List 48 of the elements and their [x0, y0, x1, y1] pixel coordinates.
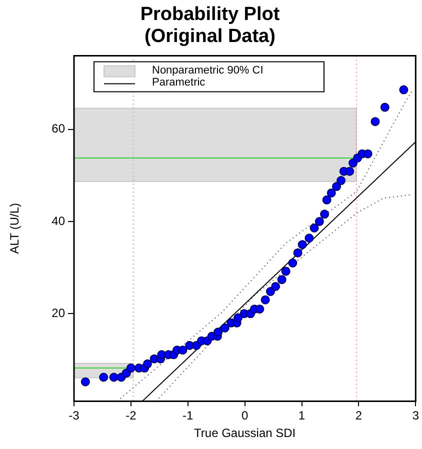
- point: [266, 287, 275, 296]
- point: [399, 85, 408, 94]
- point: [281, 266, 290, 276]
- point: [322, 195, 332, 204]
- point: [363, 149, 372, 158]
- point: [320, 210, 330, 219]
- point: [380, 102, 390, 112]
- point: [293, 248, 302, 258]
- x-tick-label: -1: [182, 408, 194, 423]
- point: [345, 166, 354, 176]
- point: [109, 372, 118, 382]
- point: [304, 234, 314, 243]
- x-tick-label: -3: [68, 408, 80, 423]
- point: [214, 328, 223, 337]
- point: [126, 364, 136, 373]
- chart-title: Probability Plot (Original Data): [140, 4, 280, 48]
- y-tick-label: 60: [52, 122, 66, 136]
- point: [314, 217, 324, 226]
- point: [234, 313, 242, 322]
- point: [142, 359, 152, 368]
- x-tick-label: -2: [126, 408, 137, 423]
- legend-label: Parametric: [152, 76, 206, 89]
- point: [260, 295, 270, 304]
- legend-label: Nonparametric 90% CI: [152, 64, 264, 77]
- x-tick-label: 1: [298, 408, 306, 423]
- point: [178, 346, 188, 355]
- point: [80, 377, 90, 386]
- y-tick-label: 40: [52, 214, 66, 228]
- point: [288, 258, 298, 268]
- point: [332, 182, 342, 192]
- point: [99, 372, 108, 382]
- x-tick-label: 2: [355, 408, 362, 423]
- x-tick-label: 0: [241, 408, 248, 423]
- point: [326, 188, 336, 198]
- point: [277, 275, 286, 284]
- point: [336, 176, 346, 186]
- point: [255, 304, 264, 314]
- y-axis-title: ALT (U/L): [8, 202, 22, 254]
- y-tick-label: 20: [52, 306, 66, 320]
- point: [370, 117, 380, 126]
- point: [271, 282, 280, 291]
- line-series: [116, 91, 412, 402]
- point: [310, 223, 319, 232]
- x-tick-label: 3: [412, 408, 420, 423]
- point: [298, 240, 307, 250]
- x-axis-title: True Gaussian SDI: [194, 426, 296, 440]
- line-series: [156, 194, 412, 402]
- point: [220, 323, 230, 332]
